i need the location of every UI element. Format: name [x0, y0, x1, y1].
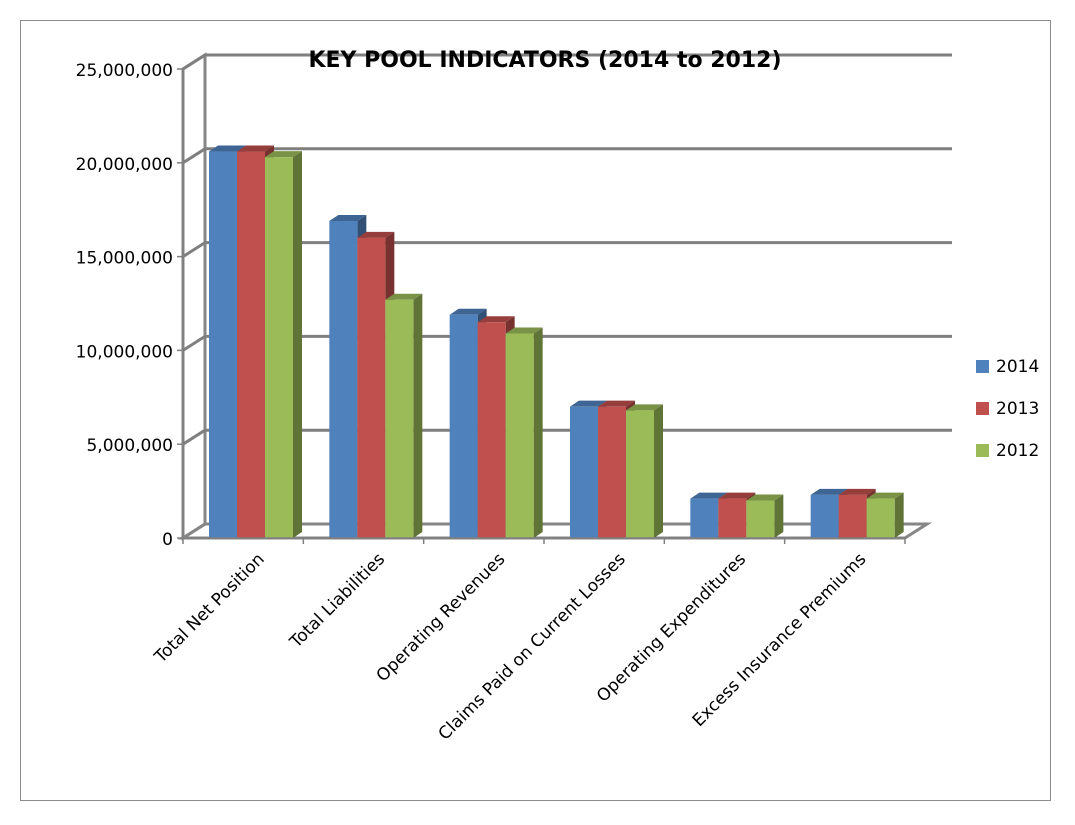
bar-front [449, 314, 478, 538]
bar-top [385, 293, 423, 300]
legend: 2014 2013 2012 [976, 357, 1039, 461]
bar-top [746, 494, 784, 501]
bar-front [810, 494, 839, 538]
gridline-depth [182, 428, 206, 446]
bar-front [690, 498, 719, 538]
y-axis: 0 5,000,000 10,000,000 15,000,000 20,000,000… [76, 61, 184, 550]
bar-top [449, 308, 487, 315]
bar-2012 [746, 494, 784, 538]
legend-swatch [976, 402, 989, 415]
bar-top [237, 145, 274, 152]
bar-side [533, 327, 543, 538]
y-tick-label: 15,000,000 [76, 249, 173, 269]
bar-front [718, 498, 747, 538]
bar-front [570, 406, 598, 538]
bar-front [598, 406, 626, 538]
bar-2012 [866, 492, 904, 538]
y-tick-label: 0 [162, 530, 173, 550]
gridline-depth [182, 147, 206, 165]
bar-side [293, 151, 302, 538]
y-tick-label: 25,000,000 [76, 61, 173, 81]
bar-front [626, 410, 654, 538]
bar-top [477, 316, 515, 323]
bar-top [690, 492, 728, 499]
legend-swatch [976, 360, 989, 373]
legend-swatch [976, 444, 989, 457]
bar-front [385, 299, 414, 538]
bar-2012 [385, 293, 423, 538]
gridline-depth [182, 53, 206, 71]
legend-item-2014: 2014 [976, 357, 1039, 377]
legend-label: 2013 [996, 399, 1039, 419]
bar-front [209, 151, 237, 538]
bar-2012 [626, 404, 663, 538]
bar-front [505, 333, 534, 538]
bar-2012 [265, 151, 302, 538]
bar-side [894, 492, 904, 538]
y-tick-label: 10,000,000 [76, 342, 173, 362]
gridline-depth [182, 241, 206, 258]
bar-side [654, 404, 663, 538]
chart-title: KEY POOL INDICATORS (2014 to 2012) [308, 48, 781, 73]
legend-label: 2012 [996, 441, 1039, 461]
legend-label: 2014 [996, 357, 1039, 377]
y-tick-label: 5,000,000 [86, 436, 173, 456]
bar-front [329, 220, 358, 538]
gridline-depth [182, 335, 206, 352]
y-tick-label: 20,000,000 [76, 155, 173, 175]
bar-top [329, 214, 367, 221]
legend-item-2012: 2012 [976, 441, 1039, 461]
bar-top [866, 492, 904, 499]
bar-top [505, 327, 543, 334]
bars [209, 145, 904, 538]
bar-front [237, 151, 265, 538]
bar-top [265, 151, 302, 158]
bar-top [838, 488, 876, 495]
bar-top [357, 231, 395, 238]
bar-top [810, 488, 848, 495]
bar-top [598, 400, 635, 407]
bar-front [866, 498, 895, 538]
bar-front [357, 237, 386, 538]
bar-2013 [838, 488, 876, 538]
bar-side [774, 494, 784, 538]
bar-top [718, 492, 756, 499]
legend-item-2013: 2013 [976, 399, 1039, 419]
bar-top [209, 145, 246, 152]
bar-side [413, 293, 423, 538]
bar-2012 [505, 327, 543, 538]
bar-front [477, 322, 506, 538]
bar-top [570, 400, 607, 407]
bar-front [746, 500, 775, 538]
bar-front [838, 494, 867, 538]
bar-top [626, 404, 663, 411]
bar-front [265, 157, 293, 538]
